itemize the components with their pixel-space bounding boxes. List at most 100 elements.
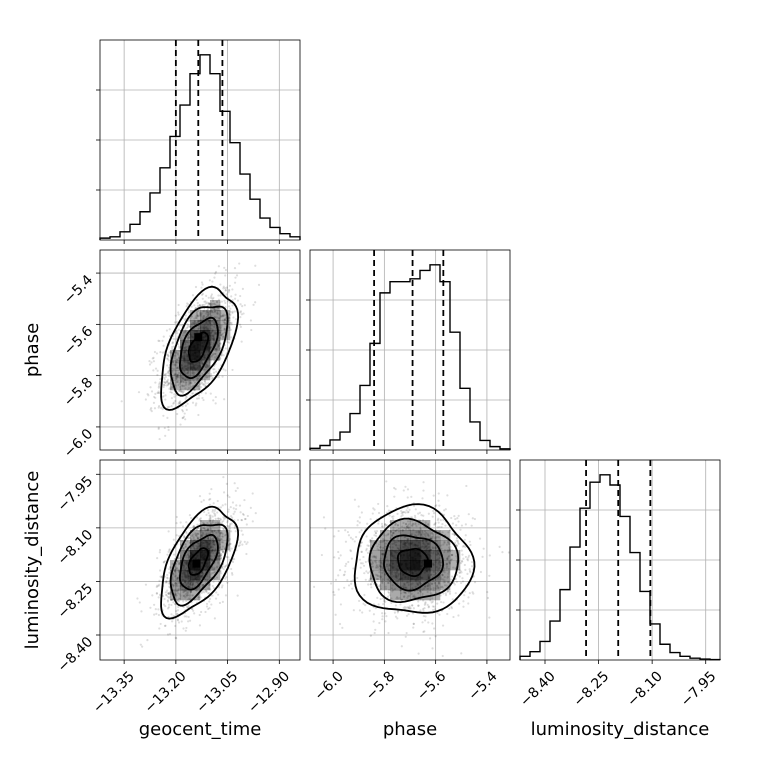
scatter-point	[212, 586, 216, 590]
scatter-point	[366, 551, 370, 554]
scatter-point	[177, 366, 180, 369]
scatter-point	[382, 603, 385, 606]
scatter-point	[177, 401, 181, 404]
scatter-point	[443, 540, 446, 543]
scatter-point	[456, 517, 459, 520]
scatter-point	[414, 522, 417, 525]
scatter-point	[401, 513, 404, 517]
scatter-point	[221, 541, 224, 544]
scatter-point	[174, 568, 177, 571]
density-block	[420, 590, 431, 601]
scatter-point	[368, 570, 371, 573]
scatter-point	[148, 360, 151, 363]
scatter-point	[223, 327, 226, 330]
scatter-point	[198, 518, 201, 521]
scatter-point	[172, 601, 175, 604]
scatter-point	[171, 386, 174, 389]
scatter-point	[451, 553, 454, 556]
scatter-point	[381, 578, 384, 581]
scatter-point	[182, 330, 186, 333]
scatter-point	[222, 349, 225, 352]
scatter-point	[227, 291, 230, 294]
scatter-point	[375, 577, 378, 581]
scatter-point	[226, 521, 229, 524]
scatter-point	[200, 372, 204, 375]
scatter-point	[207, 302, 210, 305]
scatter-point	[150, 361, 153, 364]
scatter-point	[166, 364, 169, 367]
scatter-point	[238, 262, 241, 265]
scatter-point	[214, 513, 217, 516]
scatter-point	[164, 394, 167, 397]
scatter-point	[358, 609, 362, 612]
scatter-point	[458, 602, 461, 605]
scatter-point	[175, 609, 178, 613]
scatter-point	[450, 554, 453, 557]
scatter-point	[447, 542, 451, 545]
scatter-point	[206, 528, 210, 531]
scatter-point	[210, 308, 213, 312]
scatter-point	[442, 601, 445, 604]
scatter-point	[369, 539, 372, 542]
scatter-point	[193, 321, 196, 324]
scatter-point	[175, 338, 178, 341]
scatter-point	[222, 354, 225, 357]
peak-0-2	[192, 559, 201, 568]
scatter-point	[224, 268, 228, 272]
scatter-point	[191, 392, 194, 395]
scatter-point	[170, 387, 173, 391]
scatter-point	[216, 536, 219, 539]
scatter-point	[339, 603, 342, 606]
scatter-point	[427, 621, 430, 624]
scatter-point	[404, 527, 408, 531]
scatter-point	[374, 532, 378, 535]
scatter-point	[219, 518, 223, 521]
scatter-point	[383, 539, 386, 543]
scatter-point	[183, 384, 186, 388]
scatter-point	[382, 546, 385, 549]
scatter-point	[422, 609, 425, 612]
scatter-point	[176, 373, 179, 377]
scatter-point	[221, 520, 224, 524]
scatter-point	[385, 523, 388, 527]
scatter-point	[189, 325, 192, 328]
scatter-point	[395, 597, 398, 600]
scatter-point	[174, 364, 177, 367]
scatter-point	[157, 608, 160, 611]
scatter-point	[203, 310, 206, 313]
scatter-point	[458, 575, 461, 578]
scatter-point	[205, 532, 208, 535]
scatter-point	[450, 607, 454, 610]
hist-frame-geocent_time	[99, 39, 301, 241]
scatter-point	[463, 594, 466, 597]
scatter-point	[185, 521, 188, 524]
scatter-point	[393, 611, 397, 614]
scatter-point	[230, 336, 233, 339]
peak-0-1	[194, 333, 203, 342]
xtick-label-geocent_time-2: −13.05	[193, 668, 241, 716]
scatter-point	[136, 597, 139, 600]
scatter-point	[210, 310, 213, 313]
scatter-point	[221, 550, 224, 553]
density-block	[400, 590, 411, 601]
scatter-point	[167, 606, 171, 609]
scatter-point	[184, 593, 187, 596]
scatter-point	[406, 526, 410, 529]
scatter-point	[177, 599, 180, 602]
scatter-point	[180, 324, 183, 327]
density-block	[200, 550, 211, 561]
scatter-point	[239, 311, 242, 314]
scatter-point	[218, 317, 221, 320]
scatter-point	[179, 336, 183, 339]
scatter-point	[378, 583, 382, 587]
scatter-point	[166, 378, 170, 381]
scatter-point	[214, 522, 217, 525]
scatter-point	[158, 404, 161, 408]
scatter-point	[159, 575, 162, 578]
scatter-point	[184, 397, 187, 400]
scatter-point	[168, 632, 172, 636]
scatter-point	[233, 558, 236, 561]
scatter-point	[158, 391, 161, 395]
scatter-point	[221, 504, 224, 507]
scatter-point	[223, 318, 227, 322]
